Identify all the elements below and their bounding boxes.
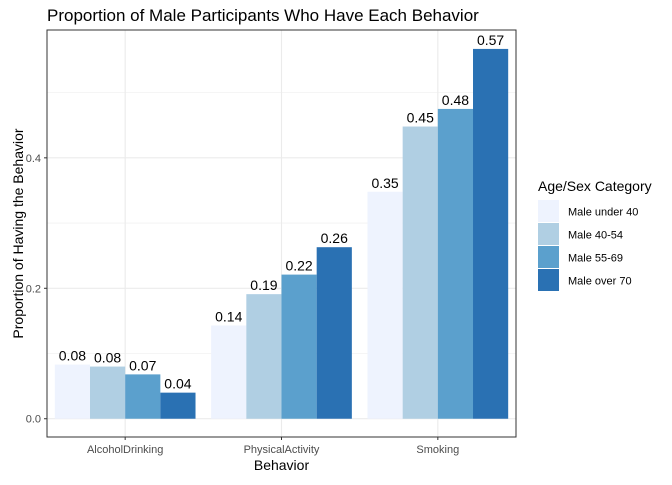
bar-Smoking-0 [367, 191, 403, 419]
data-label: 0.48 [442, 92, 469, 108]
bar-AlcoholDrinking-0 [54, 364, 90, 419]
data-label: 0.19 [250, 277, 277, 293]
legend-label: Male 40-54 [568, 230, 623, 242]
plot-area: 0.08 0.14 0.35 0.08 0.19 0.45 0.07 0.22 0.48 0.04… [26, 29, 517, 456]
data-label: 0.35 [371, 175, 398, 191]
legend-key-3 [538, 269, 559, 291]
x-tick-label: AlcoholDrinking [87, 444, 163, 456]
bar-AlcoholDrinking-1 [89, 366, 126, 419]
legend: Age/Sex Category Male under 40 Male 40-54… [538, 178, 652, 291]
legend-key-0 [538, 200, 559, 222]
bar-PhysicalActivity-2 [281, 274, 317, 419]
x-tick-label: PhysicalActivity [244, 444, 320, 456]
bar-PhysicalActivity-1 [246, 294, 282, 419]
y-tick-label: 0.2 [26, 283, 41, 295]
bar-AlcoholDrinking-2 [125, 374, 161, 419]
data-label: 0.08 [59, 348, 86, 364]
legend-label: Male 55-69 [568, 253, 623, 265]
x-axis-title: Behavior [254, 457, 310, 473]
data-label: 0.22 [285, 258, 312, 274]
y-tick-label: 0.0 [26, 414, 41, 426]
bar-AlcoholDrinking-3 [160, 392, 196, 419]
chart-title: Proportion of Male Participants Who Have… [47, 6, 479, 25]
legend-label: Male under 40 [568, 207, 638, 219]
x-tick-label: Smoking [416, 444, 459, 456]
bar-PhysicalActivity-0 [211, 325, 247, 419]
data-label: 0.08 [94, 350, 121, 366]
legend-key-1 [538, 223, 559, 245]
legend-title: Age/Sex Category [538, 178, 652, 194]
data-label: 0.07 [129, 357, 156, 373]
data-label: 0.26 [321, 230, 348, 246]
legend-label: Male over 70 [568, 276, 632, 288]
bar-Smoking-3 [473, 48, 509, 419]
bar-Smoking-1 [402, 126, 438, 419]
data-label: 0.45 [407, 110, 434, 126]
legend-key-2 [538, 246, 559, 268]
y-tick-label: 0.4 [26, 153, 41, 165]
data-label: 0.14 [215, 308, 242, 324]
y-axis-title: Proportion of Having the Behavior [10, 128, 26, 338]
data-label: 0.57 [477, 32, 504, 48]
bar-PhysicalActivity-3 [316, 247, 352, 419]
data-label: 0.04 [164, 376, 191, 392]
bar-Smoking-2 [437, 108, 474, 419]
